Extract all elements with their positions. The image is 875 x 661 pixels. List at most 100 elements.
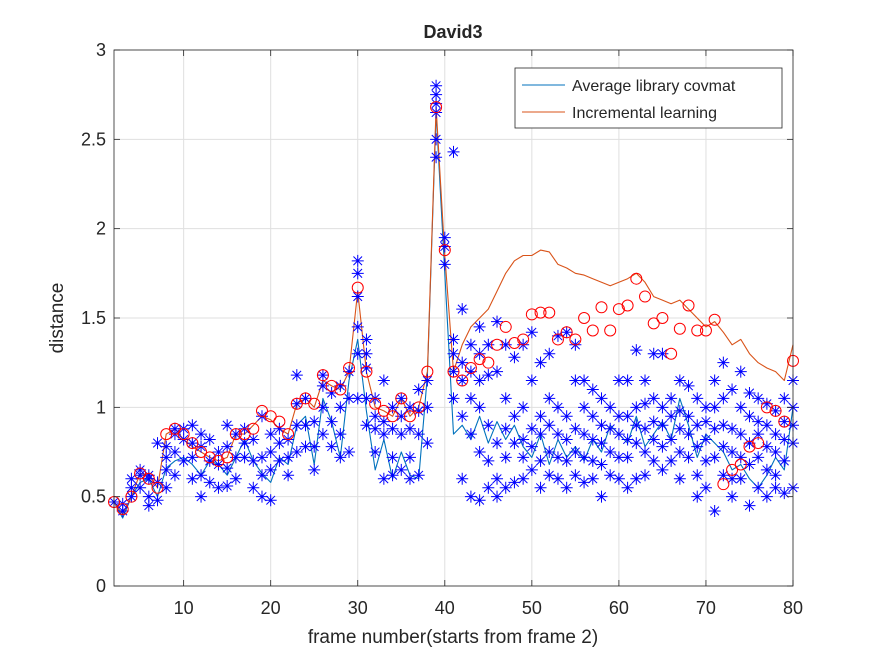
circle-marker — [369, 397, 382, 410]
asterisk-marker — [290, 446, 303, 458]
asterisk-marker — [125, 481, 138, 494]
asterisk-marker — [656, 401, 669, 414]
asterisk-marker — [160, 481, 173, 494]
asterisk-marker — [734, 365, 747, 378]
asterisk-marker — [412, 404, 425, 417]
asterisk-marker — [273, 422, 286, 435]
x-tick-label: 50 — [522, 598, 542, 618]
asterisk-marker — [586, 454, 599, 467]
asterisk-marker — [351, 392, 364, 405]
circle-marker — [491, 338, 504, 351]
circle-marker — [752, 437, 765, 450]
asterisk-marker — [142, 499, 155, 512]
asterisk-marker — [325, 415, 338, 428]
circle-marker — [186, 437, 199, 450]
circle-marker — [473, 353, 486, 366]
asterisk-marker — [647, 347, 660, 360]
asterisk-marker — [508, 351, 521, 364]
asterisk-marker — [691, 440, 704, 453]
asterisk-marker — [517, 401, 530, 414]
circle-marker — [343, 362, 356, 375]
asterisk-marker — [395, 428, 408, 441]
asterisk-marker — [595, 490, 608, 503]
circle-marker — [282, 428, 295, 441]
asterisk-marker — [447, 392, 460, 405]
asterisk-marker — [778, 415, 791, 428]
circle-marker — [421, 365, 434, 378]
asterisk-marker — [673, 472, 686, 485]
legend: Average library covmat Incremental learn… — [514, 67, 783, 129]
asterisk-marker — [499, 481, 512, 494]
asterisk-marker — [621, 374, 634, 387]
circle-marker — [360, 365, 373, 378]
asterisk-marker — [769, 481, 782, 494]
circle-marker — [134, 467, 147, 480]
circle-marker — [525, 308, 538, 321]
circle-marker — [586, 324, 599, 337]
asterisk-marker — [386, 469, 399, 482]
asterisk-marker — [769, 404, 782, 417]
legend-label-incremental-learning: Incremental learning — [572, 105, 717, 122]
asterisk-marker — [343, 365, 356, 378]
y-tick-label: 2.5 — [81, 129, 106, 149]
asterisk-marker — [377, 428, 390, 441]
asterisk-marker — [665, 454, 678, 467]
asterisk-marker — [264, 446, 277, 458]
asterisk-marker — [421, 437, 434, 450]
circle-marker — [578, 312, 591, 324]
asterisk-marker — [351, 347, 364, 360]
asterisk-marker — [299, 440, 312, 453]
asterisk-marker — [316, 379, 329, 392]
circle-marker — [769, 404, 782, 417]
asterisk-marker — [229, 428, 242, 441]
asterisk-marker — [621, 481, 634, 494]
asterisk-marker — [377, 472, 390, 485]
asterisk-marker — [517, 451, 530, 464]
asterisk-marker — [560, 454, 573, 467]
asterisk-marker — [395, 392, 408, 405]
circle-marker — [273, 415, 286, 428]
asterisk-marker — [699, 454, 712, 467]
asterisk-marker — [682, 410, 695, 423]
asterisk-marker — [403, 401, 416, 414]
asterisk-marker — [264, 463, 277, 476]
asterisk-marker — [726, 472, 739, 485]
circle-marker — [151, 481, 164, 494]
asterisk-marker — [282, 469, 295, 482]
markers — [108, 79, 799, 517]
asterisk-marker — [778, 392, 791, 405]
asterisk-marker — [456, 472, 469, 485]
asterisk-marker — [334, 451, 347, 464]
asterisk-marker — [699, 401, 712, 414]
asterisk-marker — [290, 369, 303, 382]
asterisk-marker — [360, 362, 373, 375]
asterisk-marker — [221, 479, 234, 492]
asterisk-marker — [456, 410, 469, 423]
asterisk-marker — [482, 481, 495, 494]
asterisk-marker — [551, 472, 564, 485]
asterisk-marker — [351, 290, 364, 303]
asterisk-marker — [639, 446, 652, 458]
circle-marker — [255, 404, 268, 417]
asterisk-marker — [778, 454, 791, 467]
asterisk-marker — [343, 446, 356, 458]
asterisk-marker — [665, 410, 678, 423]
x-tick-label: 60 — [609, 598, 629, 618]
y-tick-label: 1 — [96, 397, 106, 417]
asterisk-marker — [543, 419, 556, 432]
circle-marker — [247, 422, 260, 435]
y-tick-label: 1.5 — [81, 308, 106, 328]
asterisk-marker — [630, 344, 643, 357]
circle-marker — [316, 369, 329, 382]
asterisk-marker — [525, 440, 538, 453]
y-tick-label: 0.5 — [81, 487, 106, 507]
asterisk-marker — [334, 428, 347, 441]
asterisk-marker — [473, 320, 486, 333]
asterisk-marker — [255, 490, 268, 503]
asterisk-marker — [369, 422, 382, 435]
circle-marker — [308, 397, 321, 410]
circle-marker — [142, 472, 155, 485]
legend-box — [514, 67, 783, 129]
asterisk-marker — [639, 397, 652, 410]
circle-marker — [665, 347, 678, 360]
